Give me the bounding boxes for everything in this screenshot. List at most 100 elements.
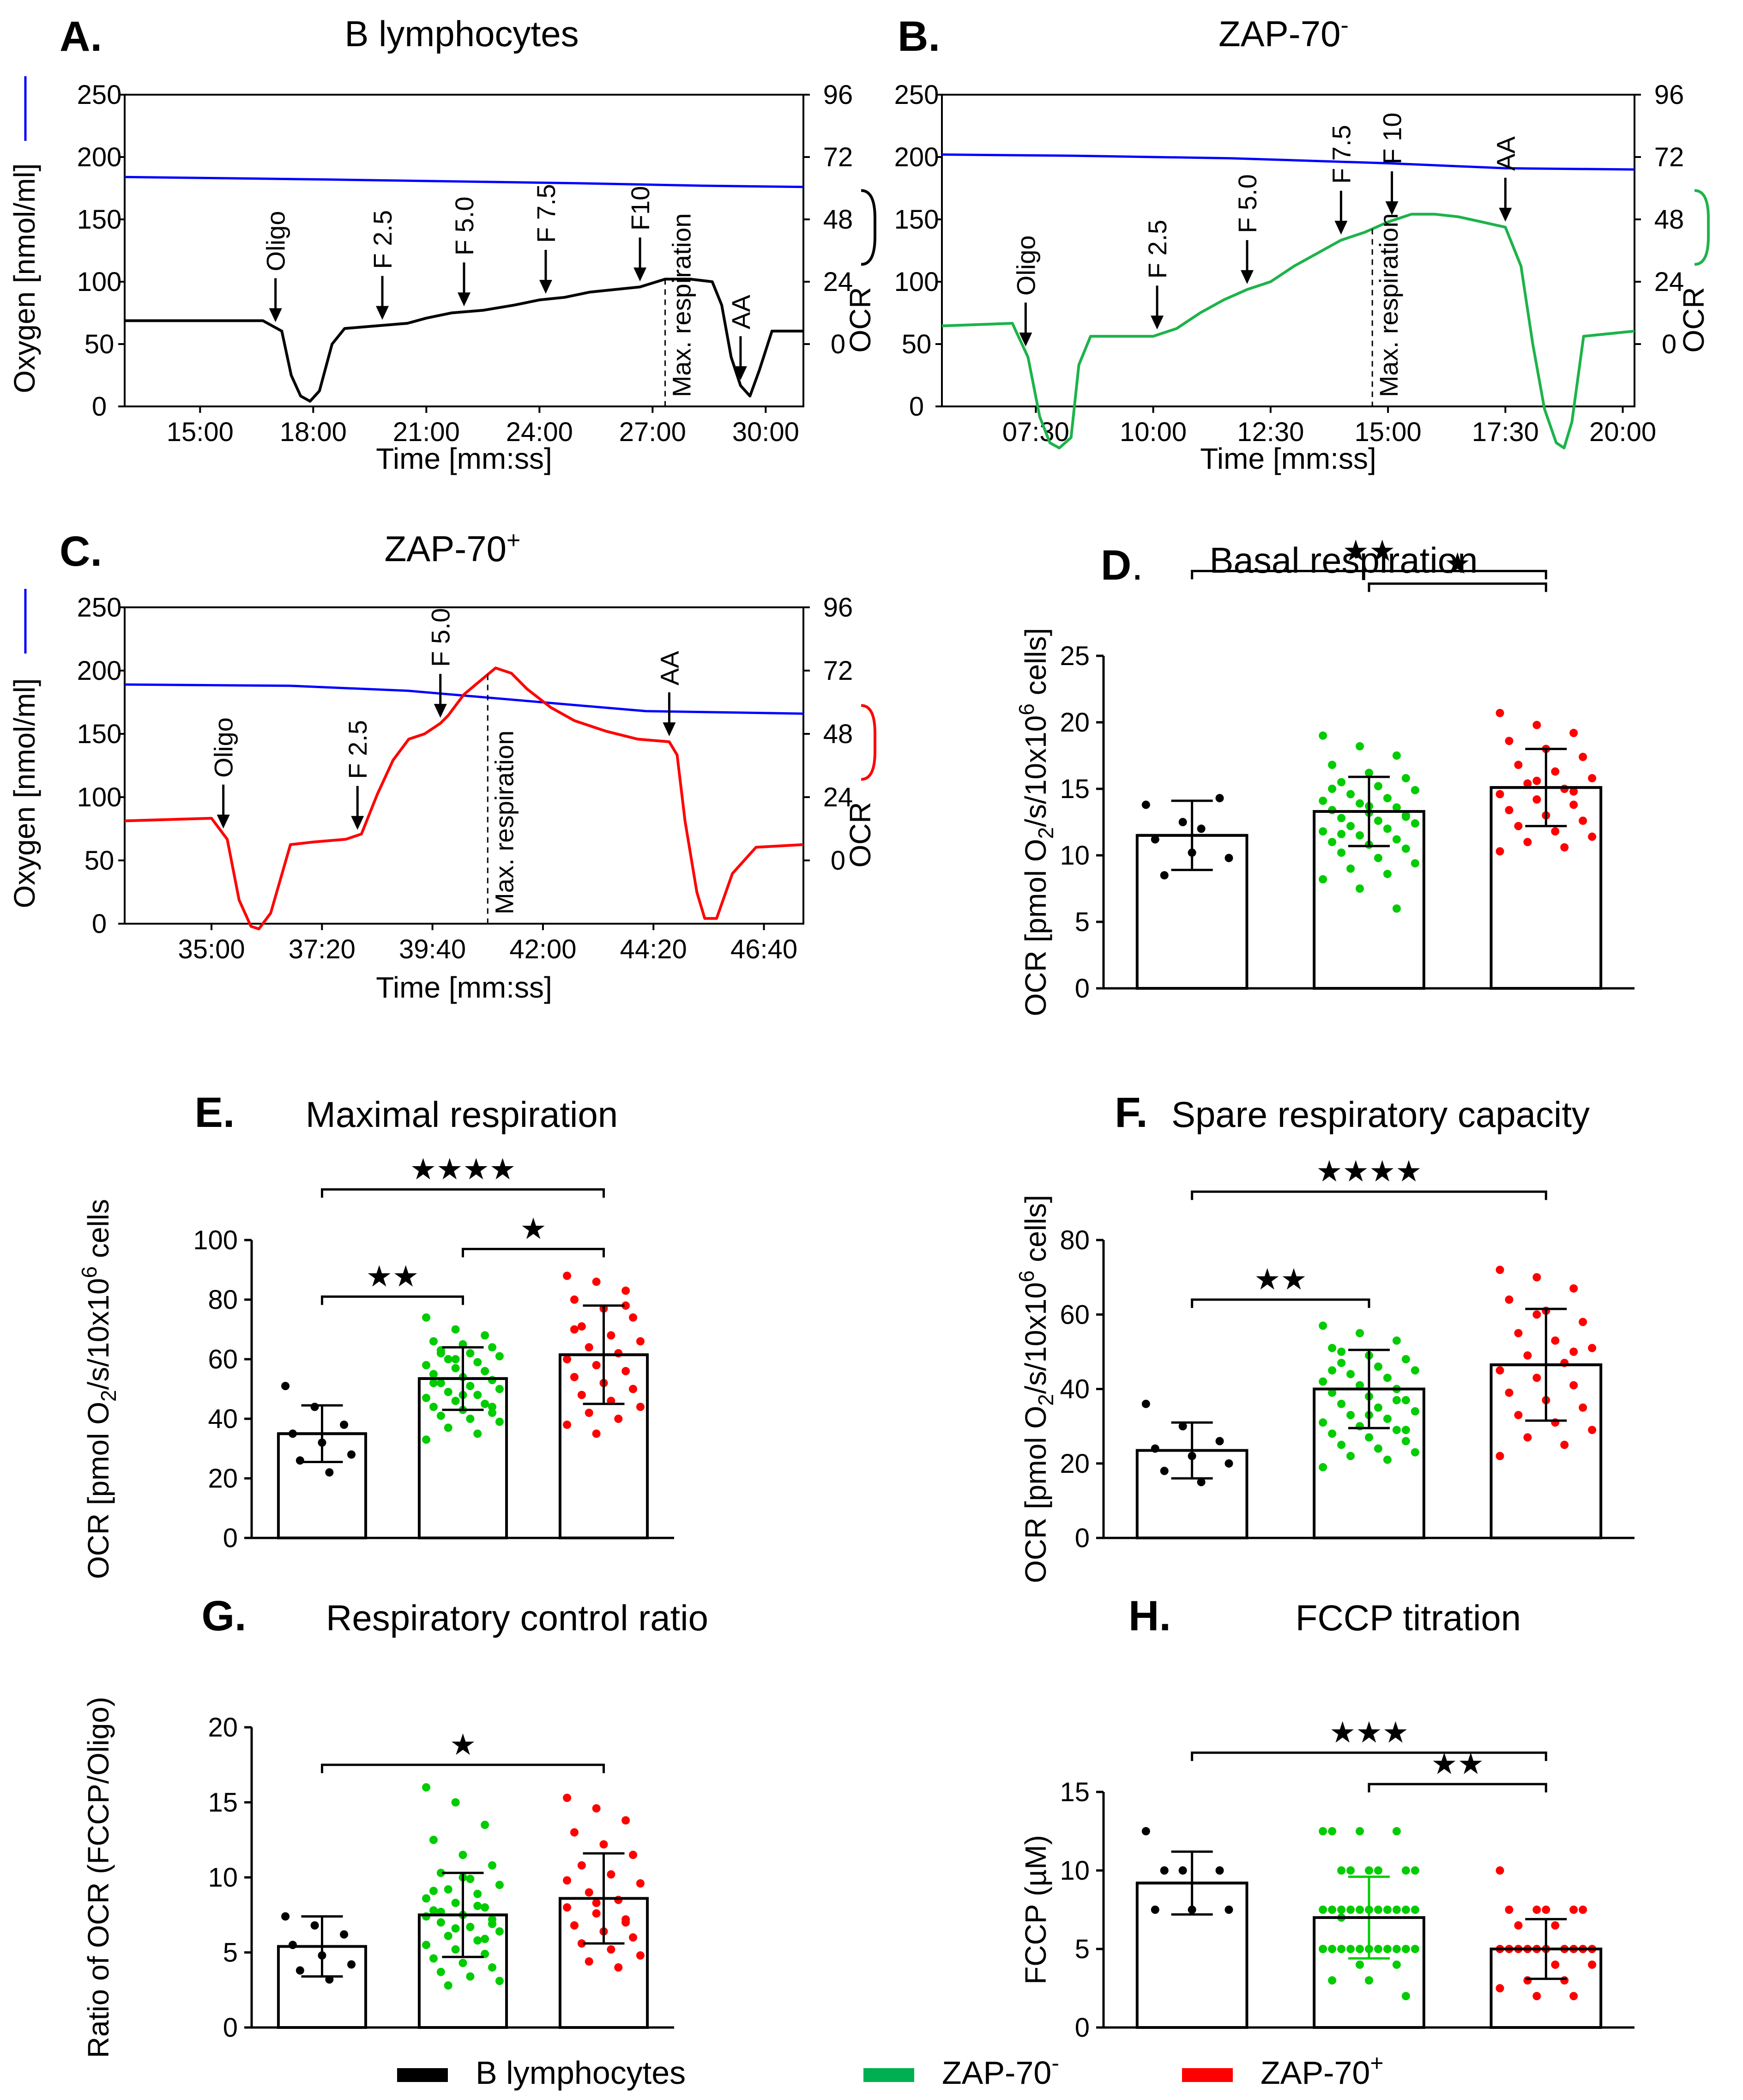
x-tick-label: 24:00 (506, 417, 573, 447)
data-point (1588, 774, 1597, 782)
y-tick-label: 25 (1060, 641, 1090, 671)
data-point (1532, 1310, 1541, 1319)
x-tick-label: 46:40 (730, 934, 797, 964)
data-point (1328, 1906, 1337, 1914)
x-tick-label: 21:00 (393, 417, 460, 447)
panel-letter: H. (1128, 1592, 1171, 1640)
data-point (592, 1361, 601, 1369)
x-tick-label: 42:00 (509, 934, 576, 964)
data-point (451, 1397, 460, 1405)
data-point (1569, 1906, 1578, 1914)
data-point (1392, 1906, 1401, 1914)
data-point (1560, 1976, 1569, 1985)
data-point (1569, 1347, 1578, 1356)
x-axis-label: Time [mm:ss] (1200, 442, 1376, 475)
data-point (1514, 1921, 1523, 1930)
significance-bracket (321, 1763, 605, 1773)
panel-letter: D. (1101, 542, 1143, 589)
x-tick-label: 39:40 (399, 934, 466, 964)
data-point (1569, 729, 1578, 738)
data-point (1356, 1906, 1364, 1914)
y-label-part: OCR [pmol O (1019, 839, 1052, 1016)
max-respiration-label: Max. respiration (1374, 213, 1403, 397)
panel-title: B lymphocytes (344, 13, 579, 54)
data-point (1319, 731, 1327, 740)
legend-sup: - (1051, 2050, 1059, 2076)
data-point (1532, 1374, 1541, 1382)
data-point (436, 1379, 445, 1387)
panel-letter: C. (60, 528, 102, 575)
y2-tick-label: 96 (1654, 80, 1684, 110)
data-point (466, 1923, 475, 1931)
data-point (1374, 1906, 1382, 1914)
data-point (1337, 1359, 1346, 1368)
data-point (1401, 1396, 1410, 1404)
injection-arrow-head (458, 292, 470, 307)
significance-stars: ★★★ (1329, 1716, 1409, 1749)
x-tick-label: 17:30 (1472, 417, 1539, 447)
data-point (1374, 1403, 1382, 1412)
data-point (1532, 1906, 1541, 1914)
data-point (621, 1286, 630, 1295)
y2-tick-label: 96 (823, 80, 853, 110)
significance-bracket (1368, 582, 1547, 592)
data-point (1569, 800, 1578, 809)
y-tick-label: 15 (1060, 774, 1090, 804)
data-point (473, 1429, 482, 1438)
y-tick-label: 100 (77, 267, 122, 297)
data-point (629, 1933, 638, 1942)
data-point (570, 1828, 579, 1837)
panel-title-sup: - (1341, 12, 1349, 39)
data-point (451, 1899, 460, 1907)
data-point (1383, 1415, 1392, 1423)
y-label-sub: 2 (96, 1390, 121, 1402)
significance-stars: ★★★★ (410, 1152, 516, 1186)
data-point (451, 1798, 460, 1807)
data-point (488, 1409, 497, 1417)
oxygen-line (124, 176, 804, 188)
y-tick-label: 200 (894, 142, 939, 172)
panel-title-text: ZAP-70 (1218, 13, 1340, 54)
data-point (1401, 1906, 1410, 1914)
data-point (1365, 1976, 1373, 1985)
significance-stars: ★ (1444, 547, 1471, 580)
data-point (1401, 1992, 1410, 2000)
data-point (1319, 1321, 1327, 1330)
legend: B lymphocytes ZAP-70- ZAP-70+ (397, 2050, 1384, 2091)
data-point (592, 1277, 601, 1286)
data-point (1356, 742, 1364, 750)
data-point (1496, 1984, 1504, 1992)
data-point (1346, 864, 1355, 873)
y-label-part: /s/10x10 (1019, 1282, 1052, 1394)
ocr-legend-mark (861, 704, 876, 781)
significance-bracket (1368, 1783, 1547, 1792)
data-point (1383, 1374, 1392, 1382)
data-point (1346, 1945, 1355, 1953)
data-point (1411, 819, 1419, 828)
y-tick-label: 60 (208, 1344, 238, 1374)
data-point (347, 1960, 356, 1969)
data-point (629, 1851, 638, 1859)
data-point (1337, 1906, 1346, 1914)
data-point (1411, 1366, 1419, 1375)
y-tick-label: 20 (208, 1464, 238, 1494)
data-point (1401, 774, 1410, 782)
data-point (340, 1930, 349, 1939)
y-tick-label: 250 (894, 80, 939, 110)
data-point (614, 1349, 623, 1358)
data-point (1346, 1866, 1355, 1875)
data-point (422, 1361, 431, 1369)
data-point (563, 1876, 572, 1885)
y-tick-label: 5 (223, 1938, 238, 1968)
data-point (1141, 800, 1150, 809)
data-point (1383, 1455, 1392, 1464)
data-point (614, 1895, 623, 1904)
data-point (563, 1793, 572, 1802)
injection-label: F 2.5 (368, 210, 397, 269)
data-point (1588, 1961, 1597, 1969)
data-point (563, 1903, 572, 1912)
y-label-sub: 2 (1034, 1394, 1058, 1406)
y-label-part: /s/10x10 (1019, 715, 1052, 827)
data-point (495, 1881, 504, 1889)
significance-bracket (1191, 1751, 1547, 1761)
